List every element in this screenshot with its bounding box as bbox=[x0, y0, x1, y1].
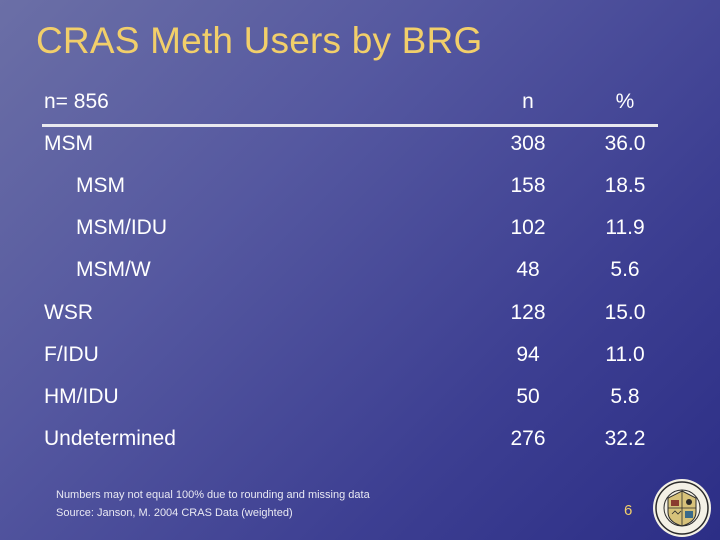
row-count: 308 bbox=[510, 132, 546, 155]
row-percent: 18.5 bbox=[604, 174, 646, 197]
row-count: 102 bbox=[510, 216, 546, 239]
sample-size-label: n= 856 bbox=[44, 90, 109, 113]
row-label: MSM bbox=[76, 174, 125, 197]
row-label: Undetermined bbox=[44, 427, 176, 450]
footnote-source: Source: Janson, M. 2004 CRAS Data (weigh… bbox=[56, 507, 293, 519]
row-percent: 5.6 bbox=[610, 258, 640, 281]
row-percent: 11.9 bbox=[605, 216, 645, 239]
slide-title: CRAS Meth Users by BRG bbox=[36, 20, 483, 61]
row-label: MSM/W bbox=[76, 258, 151, 281]
row-percent: 36.0 bbox=[604, 132, 646, 155]
table-row: MSM 308 36.0 bbox=[0, 132, 720, 162]
table-row: Undetermined 276 32.2 bbox=[0, 427, 720, 457]
header-divider bbox=[42, 124, 658, 127]
row-count: 158 bbox=[510, 174, 546, 197]
row-count: 48 bbox=[516, 258, 540, 281]
table-row: MSM 158 18.5 bbox=[0, 174, 720, 204]
row-percent: 15.0 bbox=[604, 301, 646, 324]
row-count: 94 bbox=[516, 343, 540, 366]
row-label: HM/IDU bbox=[44, 385, 119, 408]
county-seal-icon bbox=[653, 479, 711, 537]
row-label: F/IDU bbox=[44, 343, 99, 366]
row-label: MSM bbox=[44, 132, 93, 155]
table-row: MSM/IDU 102 11.9 bbox=[0, 216, 720, 246]
table-header-row: n= 856 n % bbox=[0, 90, 720, 120]
table-row: HM/IDU 50 5.8 bbox=[0, 385, 720, 415]
header-percent: % bbox=[615, 90, 635, 113]
row-count: 276 bbox=[510, 427, 546, 450]
header-n: n bbox=[522, 90, 534, 113]
page-number: 6 bbox=[624, 502, 633, 519]
footnote-rounding: Numbers may not equal 100% due to roundi… bbox=[56, 489, 370, 501]
row-label: MSM/IDU bbox=[76, 216, 167, 239]
table-row: MSM/W 48 5.6 bbox=[0, 258, 720, 288]
row-label: WSR bbox=[44, 301, 93, 324]
row-count: 128 bbox=[510, 301, 546, 324]
row-percent: 11.0 bbox=[605, 343, 645, 366]
table-row: WSR 128 15.0 bbox=[0, 301, 720, 331]
row-percent: 5.8 bbox=[610, 385, 640, 408]
row-percent: 32.2 bbox=[604, 427, 646, 450]
table-row: F/IDU 94 11.0 bbox=[0, 343, 720, 373]
row-count: 50 bbox=[516, 385, 540, 408]
